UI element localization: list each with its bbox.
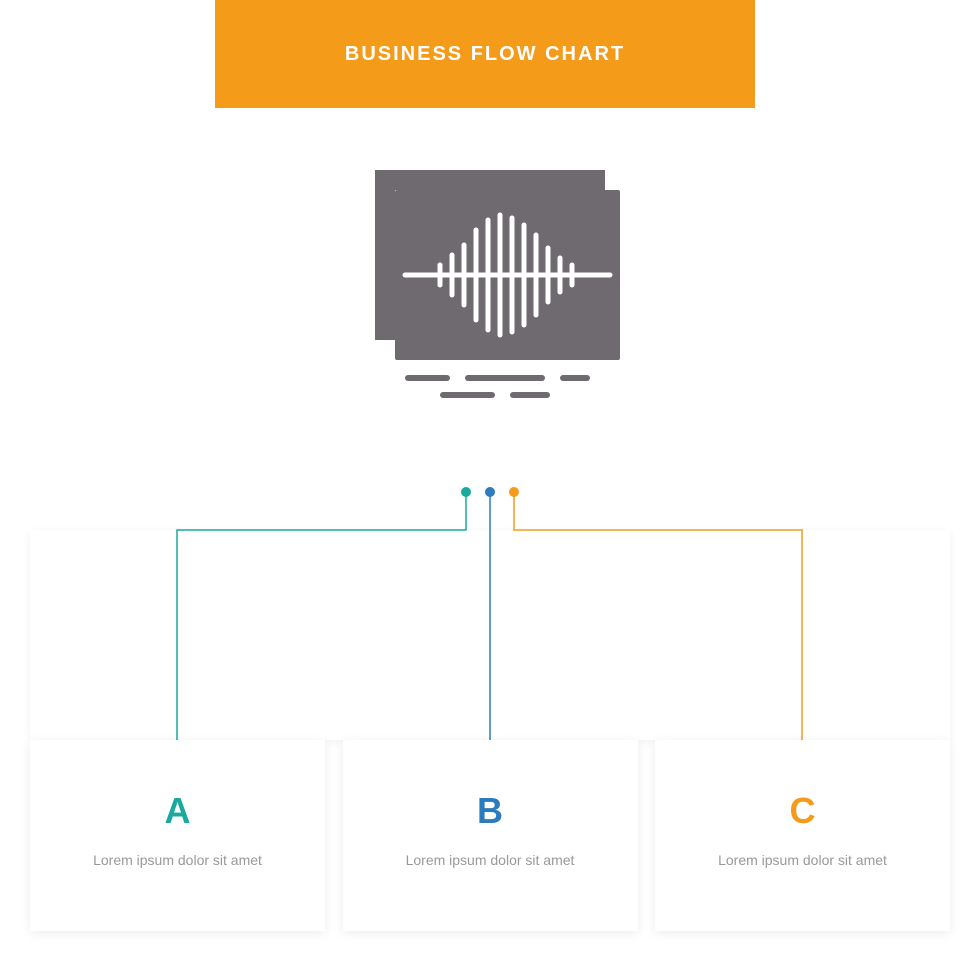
header-title: BUSINESS FLOW CHART xyxy=(345,43,625,66)
card-desc-b: Lorem ipsum dolor sit amet xyxy=(363,850,618,871)
card-letter-c: C xyxy=(675,790,930,832)
card-letter-b: B xyxy=(363,790,618,832)
card-c: C Lorem ipsum dolor sit amet xyxy=(655,740,950,931)
card-b: B Lorem ipsum dolor sit amet xyxy=(343,740,638,931)
audio-waveform-icon xyxy=(350,170,630,400)
card-letter-a: A xyxy=(50,790,305,832)
connector-dot xyxy=(509,487,519,497)
card-desc-a: Lorem ipsum dolor sit amet xyxy=(50,850,305,871)
flow-band xyxy=(30,530,950,740)
connector-dot xyxy=(485,487,495,497)
connector-dot xyxy=(461,487,471,497)
card-desc-c: Lorem ipsum dolor sit amet xyxy=(675,850,930,871)
card-a: A Lorem ipsum dolor sit amet xyxy=(30,740,325,931)
header-bar: BUSINESS FLOW CHART xyxy=(215,0,755,108)
cards-row: A Lorem ipsum dolor sit amet B Lorem ips… xyxy=(30,740,950,931)
